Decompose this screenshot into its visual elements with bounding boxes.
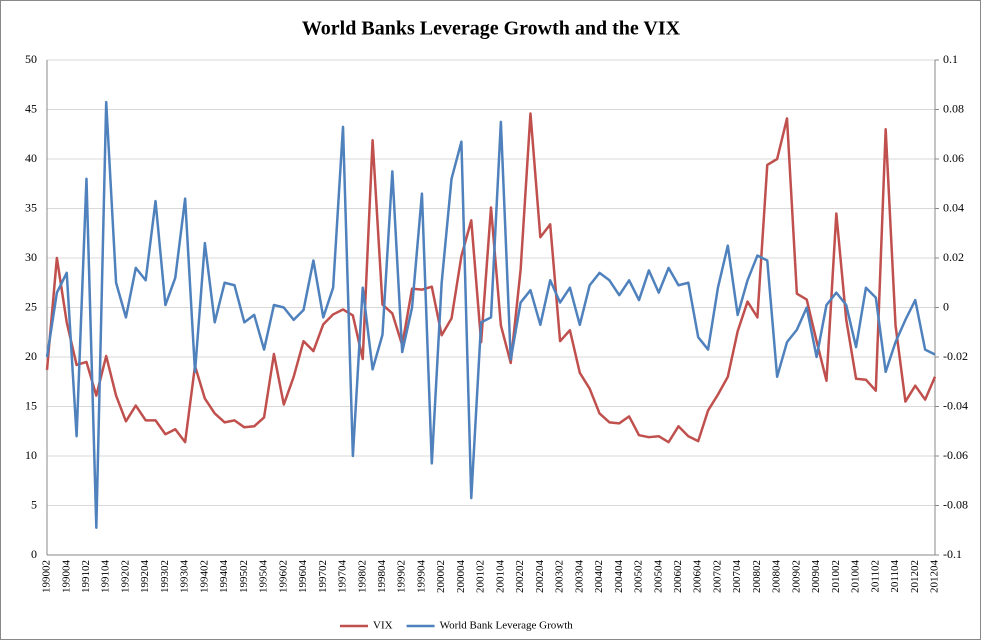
x-tick-label: 201004: [850, 560, 862, 594]
x-tick-label: 199602: [277, 560, 289, 593]
y-tick-label: 25: [25, 299, 37, 313]
x-tick-label: 199304: [179, 560, 191, 594]
y-tick-label: 40: [25, 151, 37, 165]
x-tick-label: 199004: [60, 560, 72, 594]
y-tick-label: 15: [25, 398, 37, 412]
x-tick-label: 201002: [830, 560, 842, 593]
y2-tick-label: -0.02: [943, 349, 968, 363]
x-tick-label: 199804: [376, 560, 388, 594]
legend-label: World Bank Leverage Growth: [440, 620, 574, 632]
x-tick-label: 199904: [415, 560, 427, 594]
x-tick-label: 200704: [731, 560, 743, 594]
y-tick-label: 45: [25, 101, 37, 115]
x-tick-label: 199902: [396, 560, 408, 593]
x-tick-label: 200102: [475, 560, 487, 593]
x-tick-label: 201102: [869, 560, 881, 593]
x-tick-label: 201202: [909, 560, 921, 593]
y2-tick-label: -0.08: [943, 497, 968, 511]
x-tick-label: 199502: [238, 560, 250, 593]
series-line: [45, 100, 936, 530]
x-tick-label: 199104: [100, 560, 112, 594]
x-tick-label: 199302: [159, 560, 171, 593]
x-tick-label: 200904: [810, 560, 822, 594]
y2-tick-label: 0.08: [943, 101, 964, 115]
y-tick-label: 20: [25, 349, 37, 363]
y-tick-label: 35: [25, 200, 37, 214]
y2-tick-label: 0.02: [943, 250, 964, 264]
x-tick-label: 200602: [672, 560, 684, 593]
y-tick-label: 50: [25, 52, 37, 66]
x-tick-label: 200804: [771, 560, 783, 594]
y2-tick-label: -0.04: [943, 398, 968, 412]
x-tick-label: 200302: [554, 560, 566, 593]
x-tick-label: 201104: [889, 560, 901, 593]
y2-tick-label: 0.1: [943, 52, 958, 66]
x-tick-label: 200004: [455, 560, 467, 594]
x-tick-label: 200502: [633, 560, 645, 593]
x-tick-label: 200204: [534, 560, 546, 594]
x-tick-label: 200202: [514, 560, 526, 593]
x-tick-label: 201204: [929, 560, 941, 594]
x-tick-label: 200304: [573, 560, 585, 594]
x-tick-label: 200504: [652, 560, 664, 594]
x-tick-label: 199002: [41, 560, 53, 593]
x-tick-label: 199204: [139, 560, 151, 594]
x-tick-label: 199402: [198, 560, 210, 593]
y-tick-label: 10: [25, 448, 37, 462]
x-tick-label: 200604: [692, 560, 704, 594]
x-tick-label: 200902: [790, 560, 802, 593]
y-tick-label: 5: [31, 497, 37, 511]
legend-label: VIX: [373, 620, 393, 632]
y2-tick-label: 0: [943, 299, 949, 313]
y2-tick-label: 0.04: [943, 200, 964, 214]
x-tick-label: 199802: [356, 560, 368, 593]
x-tick-label: 200404: [613, 560, 625, 594]
y-tick-label: 30: [25, 250, 37, 264]
x-tick-label: 200002: [435, 560, 447, 593]
x-tick-label: 199404: [218, 560, 230, 594]
chart-title: World Banks Leverage Growth and the VIX: [302, 18, 681, 40]
x-tick-label: 199202: [119, 560, 131, 593]
y-tick-label: 0: [31, 547, 37, 561]
y2-tick-label: -0.06: [943, 448, 968, 462]
x-tick-label: 200802: [751, 560, 763, 593]
y2-tick-label: 0.06: [943, 151, 964, 165]
x-tick-label: 200702: [711, 560, 723, 593]
y2-tick-label: -0.1: [943, 547, 962, 561]
x-tick-label: 200402: [593, 560, 605, 593]
x-tick-label: 199102: [80, 560, 92, 593]
x-tick-label: 199702: [317, 560, 329, 593]
x-tick-label: 199704: [337, 560, 349, 594]
x-tick-label: 199504: [258, 560, 270, 594]
x-tick-label: 199604: [297, 560, 309, 594]
x-tick-label: 200104: [494, 560, 506, 594]
